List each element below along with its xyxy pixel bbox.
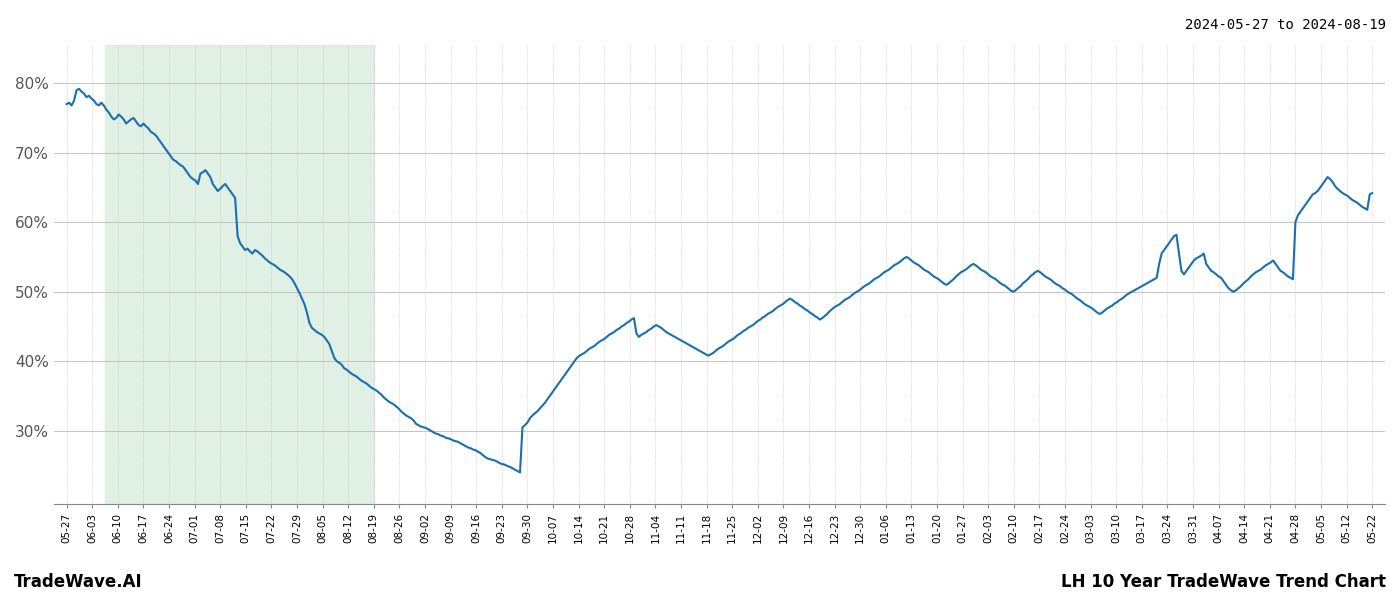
Text: LH 10 Year TradeWave Trend Chart: LH 10 Year TradeWave Trend Chart (1061, 573, 1386, 591)
Bar (105, 45, 374, 504)
Text: TradeWave.AI: TradeWave.AI (14, 573, 143, 591)
Text: 2024-05-27 to 2024-08-19: 2024-05-27 to 2024-08-19 (1184, 18, 1386, 32)
